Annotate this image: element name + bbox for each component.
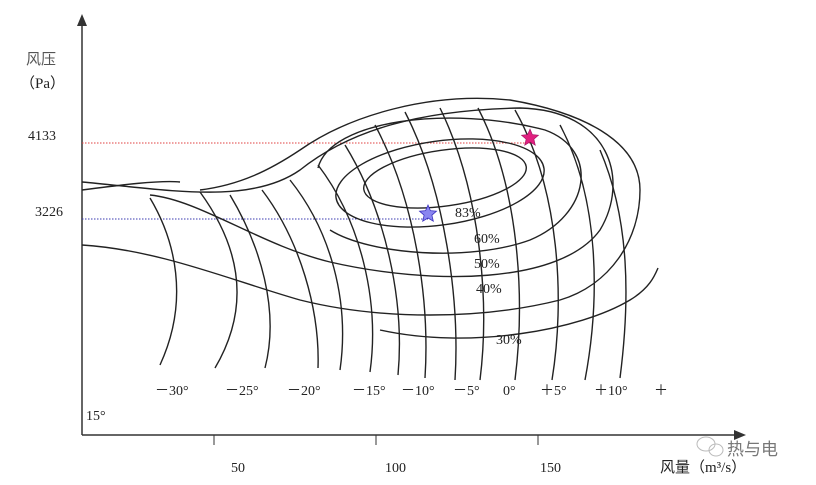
angle-label: －5° <box>453 384 480 399</box>
angle-label: ＋ <box>654 384 668 399</box>
efficiency-label-30: 30% <box>496 333 522 348</box>
watermark: 热与电 <box>727 440 778 460</box>
y-tick-label: 3226 <box>35 205 63 220</box>
operating-point-star-icon <box>418 203 438 223</box>
angle-label: －15° <box>352 384 386 399</box>
y-tick-label: 4133 <box>28 129 56 144</box>
angle-label: －30° <box>155 384 189 399</box>
angle-label: －10° <box>401 384 435 399</box>
blade-angle-labels: －30° －25° －20° －15° －10° －5° 0° ＋5° ＋10°… <box>86 384 668 424</box>
blade-angle-curves <box>149 107 627 381</box>
efficiency-curves <box>81 97 659 339</box>
axes <box>77 14 746 445</box>
angle-label: 0° <box>503 384 516 399</box>
efficiency-label-60: 60% <box>474 232 500 247</box>
angle-label: －20° <box>287 384 321 399</box>
efficiency-label-50: 50% <box>474 257 500 272</box>
y-axis-unit: （Pa） <box>20 75 65 92</box>
y-axis-label: 风压 <box>26 51 56 68</box>
x-tick-label: 100 <box>385 461 406 476</box>
efficiency-label-40: 40% <box>476 282 502 297</box>
angle-label: ＋10° <box>594 384 628 399</box>
angle-label: 15° <box>86 409 106 424</box>
x-axis-label: 风量（m³/s） <box>660 459 746 476</box>
wechat-icon <box>696 436 724 457</box>
angle-label: ＋5° <box>540 384 567 399</box>
design-point-star-icon <box>520 128 540 146</box>
angle-label: －25° <box>225 384 259 399</box>
x-tick-label: 150 <box>540 461 561 476</box>
x-tick-label: 50 <box>231 461 245 476</box>
efficiency-label-83: 83% <box>455 206 481 221</box>
efficiency-labels: 83% 60% 50% 40% 30% <box>455 206 522 348</box>
